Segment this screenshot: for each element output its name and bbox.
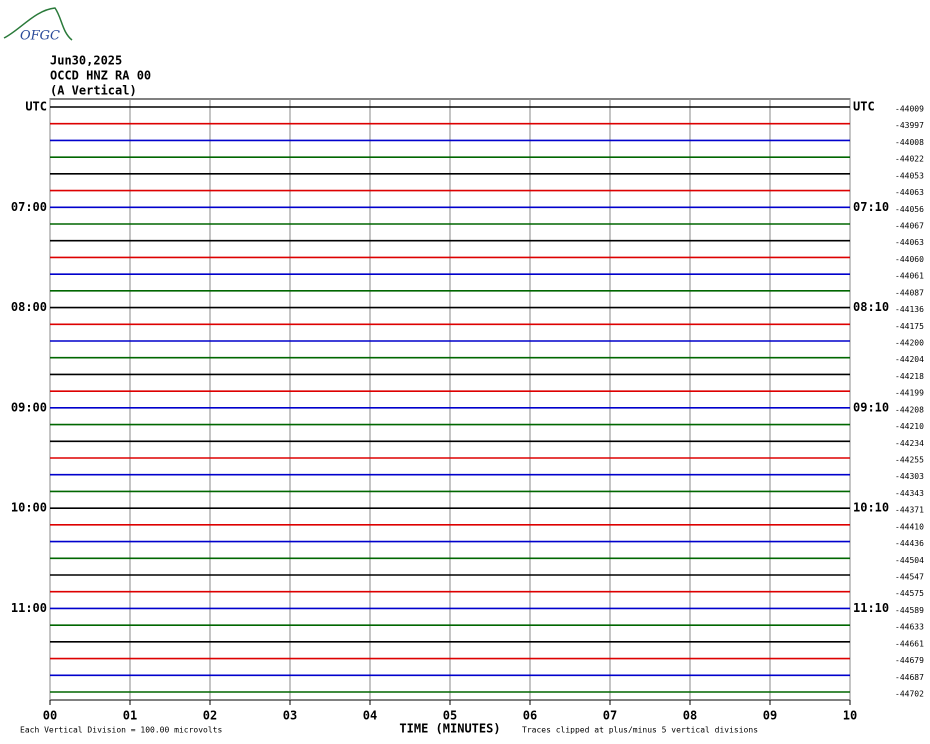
offset-label: -44136	[895, 305, 924, 314]
station: OCCD HNZ RA 00	[50, 69, 151, 83]
offset-label: -44200	[895, 339, 924, 348]
offset-label: -44199	[895, 389, 924, 398]
offset-label: -44687	[895, 673, 924, 682]
right-time-label: 07:10	[853, 200, 889, 214]
left-time-label: 08:00	[11, 300, 47, 314]
offset-label: -44589	[895, 606, 924, 615]
offset-label: -44009	[895, 105, 924, 114]
date: Jun30,2025	[50, 54, 122, 68]
offset-label: -44575	[895, 589, 924, 598]
x-tick-label: 03	[283, 709, 297, 723]
x-axis-label: TIME (MINUTES)	[399, 722, 500, 736]
offset-label: -44371	[895, 506, 924, 515]
right-time-label: 10:10	[853, 501, 889, 515]
offset-label: -44234	[895, 439, 924, 448]
x-tick-label: 00	[43, 709, 57, 723]
x-tick-label: 10	[843, 709, 857, 723]
clip-note: Traces clipped at plus/minus 5 vertical …	[522, 726, 758, 735]
offset-label: -44504	[895, 556, 924, 565]
offset-label: -44060	[895, 255, 924, 264]
offset-label: -44679	[895, 656, 924, 665]
right-time-label: 08:10	[853, 300, 889, 314]
offset-label: -44204	[895, 355, 924, 364]
offset-label: -44008	[895, 138, 924, 147]
scale-note: Each Vertical Division = 100.00 microvol…	[20, 726, 222, 735]
right-time-label: 09:10	[853, 400, 889, 414]
offset-label: -44061	[895, 272, 924, 281]
offset-label: -44218	[895, 372, 924, 381]
x-tick-label: 01	[123, 709, 137, 723]
left-time-label: UTC	[25, 100, 47, 114]
offset-label: -44056	[895, 205, 924, 214]
x-tick-label: 08	[683, 709, 697, 723]
logo: OFGC	[20, 29, 60, 44]
left-time-label: 09:00	[11, 400, 47, 414]
offset-label: -44303	[895, 472, 924, 481]
offset-label: -44067	[895, 222, 924, 231]
offset-label: -44343	[895, 489, 924, 498]
x-tick-label: 02	[203, 709, 217, 723]
offset-label: -44208	[895, 405, 924, 414]
component: (A Vertical)	[50, 84, 137, 98]
offset-label: -43997	[895, 121, 924, 130]
offset-label: -44547	[895, 573, 924, 582]
offset-label: -44175	[895, 322, 924, 331]
offset-label: -44410	[895, 522, 924, 531]
offset-label: -44022	[895, 155, 924, 164]
x-tick-label: 04	[363, 709, 377, 723]
offset-label: -44053	[895, 171, 924, 180]
left-time-label: 07:00	[11, 200, 47, 214]
offset-label: -44063	[895, 188, 924, 197]
logo-swoosh	[3, 7, 73, 41]
right-time-label: 11:10	[853, 601, 889, 615]
right-time-label: UTC	[853, 100, 875, 114]
offset-label: -44702	[895, 690, 924, 699]
x-tick-label: 05	[443, 709, 457, 723]
offset-label: -44633	[895, 623, 924, 632]
x-tick-label: 09	[763, 709, 777, 723]
offset-label: -44661	[895, 639, 924, 648]
x-tick-label: 06	[523, 709, 537, 723]
offset-label: -44255	[895, 456, 924, 465]
offset-label: -44210	[895, 422, 924, 431]
offset-label: -44087	[895, 288, 924, 297]
left-time-label: 10:00	[11, 501, 47, 515]
x-tick-label: 07	[603, 709, 617, 723]
left-time-label: 11:00	[11, 601, 47, 615]
offset-label: -44063	[895, 238, 924, 247]
offset-label: -44436	[895, 539, 924, 548]
